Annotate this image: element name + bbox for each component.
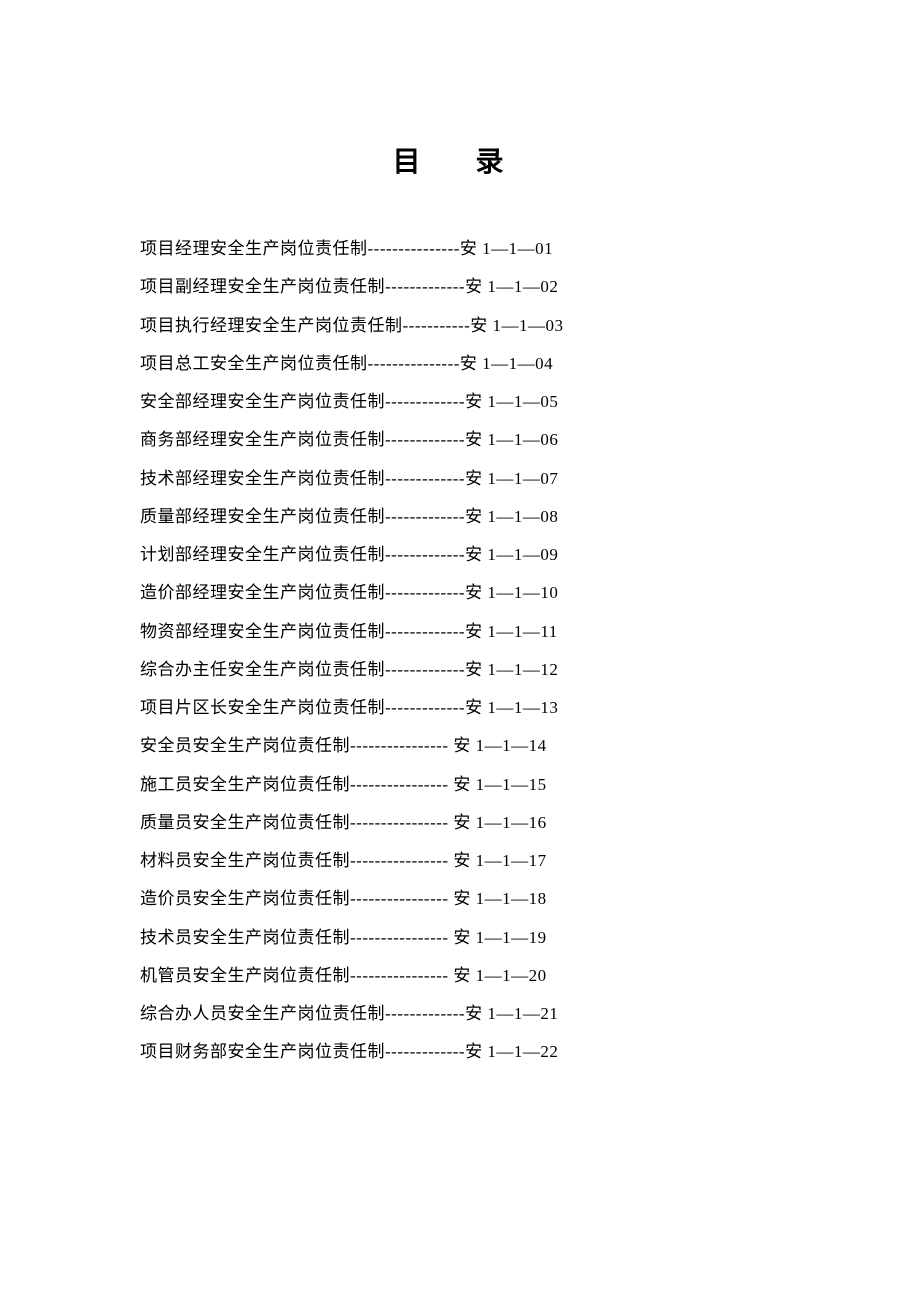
toc-entry: 安全员安全生产岗位责任制---------------- 安 1—1—14 [140,727,780,765]
toc-entry: 技术员安全生产岗位责任制---------------- 安 1—1—19 [140,919,780,957]
toc-entry: 项目财务部安全生产岗位责任制-------------安 1—1—22 [140,1033,780,1071]
toc-entry: 项目片区长安全生产岗位责任制-------------安 1—1—13 [140,689,780,727]
toc-entry: 项目执行经理安全生产岗位责任制-----------安 1—1—03 [140,307,780,345]
toc-entry: 机管员安全生产岗位责任制---------------- 安 1—1—20 [140,957,780,995]
toc-entry: 质量部经理安全生产岗位责任制-------------安 1—1—08 [140,498,780,536]
toc-entry: 项目副经理安全生产岗位责任制-------------安 1—1—02 [140,268,780,306]
toc-entry: 质量员安全生产岗位责任制---------------- 安 1—1—16 [140,804,780,842]
toc-entry: 材料员安全生产岗位责任制---------------- 安 1—1—17 [140,842,780,880]
toc-entry: 项目经理安全生产岗位责任制---------------安 1—1—01 [140,230,780,268]
document-page: 目 录 项目经理安全生产岗位责任制---------------安 1—1—01… [0,0,920,1072]
toc-entry: 施工员安全生产岗位责任制---------------- 安 1—1—15 [140,766,780,804]
toc-entry: 造价员安全生产岗位责任制---------------- 安 1—1—18 [140,880,780,918]
toc-entry: 安全部经理安全生产岗位责任制-------------安 1—1—05 [140,383,780,421]
toc-entry: 综合办主任安全生产岗位责任制-------------安 1—1—12 [140,651,780,689]
toc-entry: 综合办人员安全生产岗位责任制-------------安 1—1—21 [140,995,780,1033]
toc-entry: 物资部经理安全生产岗位责任制-------------安 1—1—11 [140,613,780,651]
toc-list: 项目经理安全生产岗位责任制---------------安 1—1—01 项目副… [140,230,780,1072]
toc-entry: 技术部经理安全生产岗位责任制-------------安 1—1—07 [140,460,780,498]
toc-entry: 计划部经理安全生产岗位责任制-------------安 1—1—09 [140,536,780,574]
toc-entry: 项目总工安全生产岗位责任制---------------安 1—1—04 [140,345,780,383]
toc-entry: 造价部经理安全生产岗位责任制-------------安 1—1—10 [140,574,780,612]
toc-title: 目 录 [140,140,780,180]
toc-entry: 商务部经理安全生产岗位责任制-------------安 1—1—06 [140,421,780,459]
